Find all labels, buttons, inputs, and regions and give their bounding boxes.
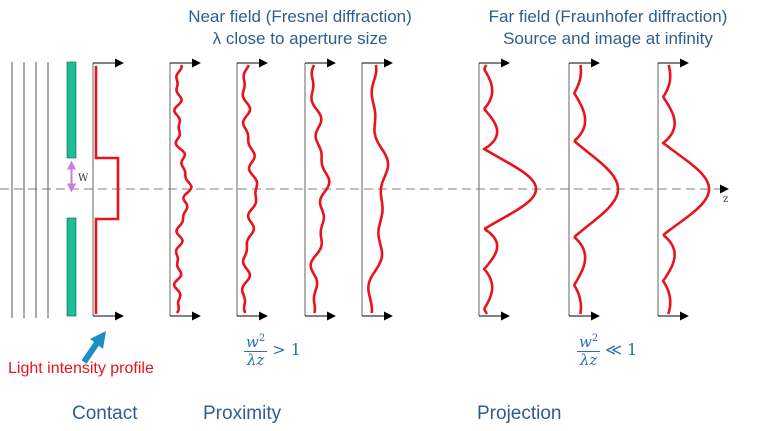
- category-proximity: Proximity: [203, 403, 281, 425]
- projection-condition: w2 λz ≪ 1: [577, 330, 637, 369]
- category-projection: Projection: [477, 403, 562, 425]
- projection-num: w: [579, 333, 592, 351]
- proximity-relation: > 1: [272, 340, 301, 359]
- intensity-profile-label: Light intensity profile: [8, 360, 154, 378]
- projection-den: λz: [580, 352, 597, 369]
- category-contact: Contact: [72, 403, 137, 425]
- projection-exp: 2: [592, 333, 598, 344]
- near-field-header: Near field (Fresnel diffraction) λ close…: [150, 6, 450, 50]
- intensity-pointer-arrow: [84, 331, 106, 362]
- projection-relation: ≪ 1: [605, 340, 637, 359]
- z-axis-label: z: [723, 194, 728, 205]
- proximity-exp: 2: [259, 333, 265, 344]
- proximity-condition: w2 λz > 1: [244, 330, 301, 369]
- near-field-subtitle: λ close to aperture size: [150, 28, 450, 50]
- proximity-den: λz: [247, 352, 264, 369]
- near-field-title: Near field (Fresnel diffraction): [150, 6, 450, 28]
- far-field-subtitle: Source and image at infinity: [458, 28, 758, 50]
- contact-profile: [96, 66, 118, 314]
- aperture-width-label: W: [78, 173, 88, 184]
- mask-plate-bottom: [67, 218, 76, 316]
- incident-wavefronts: [12, 62, 48, 318]
- far-field-header: Far field (Fraunhofer diffraction) Sourc…: [458, 6, 758, 50]
- mask-plate-top: [67, 62, 76, 158]
- far-field-title: Far field (Fraunhofer diffraction): [458, 6, 758, 28]
- proximity-num: w: [246, 333, 259, 351]
